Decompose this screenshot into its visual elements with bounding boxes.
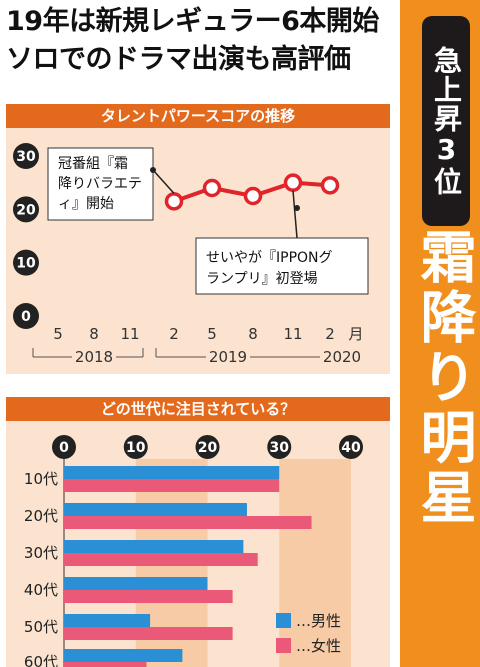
x-tick-label: 0	[59, 440, 69, 456]
y-tick-label: 0	[21, 309, 31, 325]
x-unit-label: 月	[348, 325, 363, 343]
category-label: 60代	[24, 653, 58, 667]
line-chart-title: タレントパワースコアの推移	[6, 104, 390, 128]
annotation-leader-1	[152, 169, 175, 194]
category-label: 40代	[24, 581, 58, 599]
x-tick-badge	[339, 435, 363, 459]
year-label: 2018	[75, 348, 113, 366]
y-tick-badge	[13, 249, 39, 276]
legend-label: …男性	[296, 612, 341, 630]
y-tick-label: 20	[16, 202, 36, 218]
bar-male	[64, 540, 244, 553]
x-tick-label: 11	[283, 325, 302, 343]
y-tick-label: 10	[16, 256, 36, 272]
legend-label: …女性	[296, 637, 341, 655]
x-tick-label: 8	[89, 325, 99, 343]
x-tick-label: 10	[126, 440, 146, 456]
data-point	[243, 186, 263, 206]
annotation-leader-2	[292, 190, 298, 239]
category-label: 10代	[24, 470, 58, 488]
x-tick-badge	[123, 435, 148, 459]
y-tick-badge	[13, 196, 39, 223]
x-tick-label: 5	[53, 325, 63, 343]
headline-line-2: ソロでのドラマ出演も高評価	[6, 44, 351, 75]
year-label: 2020	[323, 348, 361, 366]
annotation-dot-2	[294, 205, 300, 211]
x-tick-label: 2	[169, 325, 179, 343]
annotation-dot-1	[150, 167, 156, 173]
annotation-text-2: せいやが『IPPONグランプリ』初登場	[206, 250, 333, 287]
x-tick-label: 20	[198, 440, 218, 456]
bar-male	[64, 466, 280, 479]
y-tick-badge	[13, 303, 39, 329]
x-tick-label: 30	[270, 440, 290, 456]
x-tick-badge	[52, 435, 76, 459]
x-tick-label: 8	[248, 325, 258, 343]
legend-swatch	[276, 638, 291, 653]
bar-female	[64, 553, 258, 566]
category-label: 20代	[24, 507, 58, 525]
grid-band	[279, 459, 351, 667]
bar-chart-title: どの世代に注目されている？	[6, 397, 390, 421]
bar-female	[64, 516, 312, 529]
x-tick-label: 40	[341, 440, 361, 456]
data-point	[164, 192, 184, 211]
bar-female	[64, 590, 233, 603]
bar-female	[64, 662, 147, 667]
year-label: 2019	[209, 348, 247, 366]
bar-female	[64, 479, 280, 492]
x-tick-badge	[267, 435, 292, 459]
headline-line-1: 19年は新規レギュラー6本開始	[6, 6, 379, 37]
bar-female	[64, 627, 233, 640]
category-label: 30代	[24, 544, 58, 562]
data-point	[320, 176, 340, 195]
data-point	[283, 173, 303, 192]
annotation-box-2	[195, 237, 369, 295]
bar-male	[64, 503, 247, 516]
annotation-box-1	[47, 147, 154, 221]
x-tick-label: 5	[207, 325, 217, 343]
legend-swatch	[276, 613, 291, 628]
annotation-text-1: 冠番組『霜降りバラエティ』開始	[58, 156, 142, 212]
category-label: 50代	[24, 618, 58, 636]
x-tick-badge	[195, 435, 220, 459]
y-tick-badge	[13, 143, 39, 169]
x-tick-label: 11	[120, 325, 139, 343]
comedian-name: 霜降り明星	[411, 228, 477, 528]
x-tick-label: 2	[325, 325, 335, 343]
bar-male	[64, 577, 208, 590]
bar-male	[64, 614, 151, 627]
y-tick-label: 30	[16, 149, 36, 165]
generation-bar-chart: 0 10 20 30 40 10代 20代 30代 40代 50代 60代 …男性 …女性	[6, 421, 390, 667]
data-point	[202, 178, 222, 198]
rank-badge: 急上昇3位	[422, 16, 470, 226]
bar-male	[64, 649, 183, 662]
